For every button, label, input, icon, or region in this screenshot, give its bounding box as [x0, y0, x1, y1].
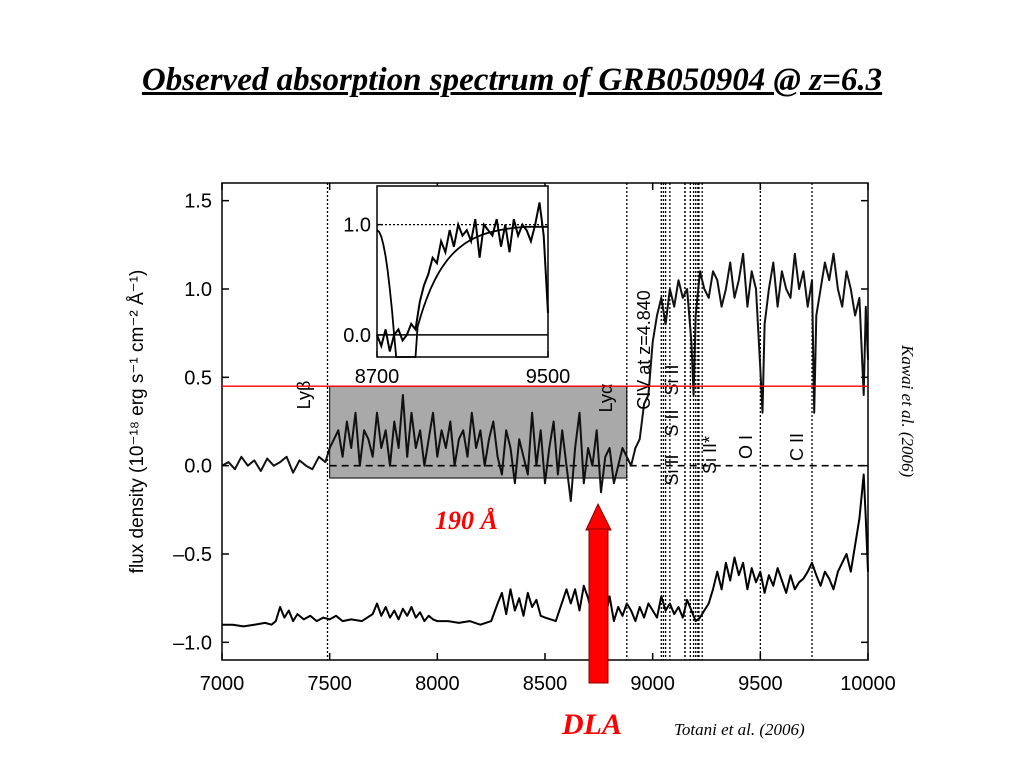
- inset-y-tick-label-1: 0.0: [343, 325, 371, 347]
- line-label-0: Lyβ: [294, 381, 314, 410]
- x-tick-label-5: 9500: [738, 673, 783, 695]
- line-label-3: Si II: [662, 454, 682, 485]
- dla-arrow-head: [585, 502, 612, 531]
- y-tick-label-1: 1.0: [184, 279, 212, 301]
- x-tick-label-2: 8000: [415, 673, 460, 695]
- inset-x-tick-label-1: 9500: [526, 366, 571, 388]
- dla-label: DLA: [562, 708, 622, 741]
- x-tick-label-1: 7500: [307, 673, 352, 695]
- inset-frame: [376, 185, 549, 358]
- dla-arrow-shaft: [588, 528, 609, 684]
- spectrum-series-0: [221, 252, 869, 502]
- line-label-5: Si II: [662, 364, 682, 395]
- y-tick-label-0: 1.5: [184, 191, 212, 213]
- y-tick-label-5: –1.0: [173, 632, 212, 654]
- x-tick-label-6: 10000: [840, 673, 896, 695]
- y-tick-label-2: 0.5: [184, 367, 212, 389]
- credit-kawai: Kawai et al. (2006): [898, 345, 917, 478]
- line-label-8: C II: [787, 433, 807, 461]
- overlay: [222, 385, 868, 684]
- line-label-7: O I: [736, 435, 756, 459]
- inset-x-tick-label-0: 8700: [355, 366, 400, 388]
- inset-y-tick-label-0: 1.0: [343, 215, 371, 237]
- y-tick-label-3: 0.0: [184, 456, 212, 478]
- line-label-6: Si II*: [700, 436, 720, 474]
- y-axis-label: flux density (10⁻¹⁸ erg s⁻¹ cm⁻² Å⁻¹): [127, 270, 148, 574]
- x-tick-label-3: 8500: [523, 673, 568, 695]
- line-label-2: CIV at z=4.840: [634, 290, 654, 410]
- inset-model-curve: [376, 225, 548, 358]
- slide-title: Observed absorption spectrum of GRB05090…: [141, 62, 883, 98]
- x-tick-label-0: 7000: [200, 673, 245, 695]
- line-label-4: S II: [662, 409, 682, 436]
- gap-label: 190 Å: [435, 506, 498, 535]
- main-chart: 7000 7500 8000 8500 9000 9500 10000 1.5 1.0 0.5 0.…: [127, 182, 896, 695]
- x-tick-label-4: 9000: [630, 673, 675, 695]
- spectrum-series-1: [222, 473, 869, 628]
- line-label-1: Lyα: [596, 384, 616, 413]
- credit-totani: Totani et al. (2006): [674, 720, 805, 739]
- inset-chart: 1.0 0.0 8700 9500: [343, 185, 571, 388]
- y-tick-label-4: –0.5: [173, 544, 212, 566]
- inset-series-0: [376, 202, 549, 352]
